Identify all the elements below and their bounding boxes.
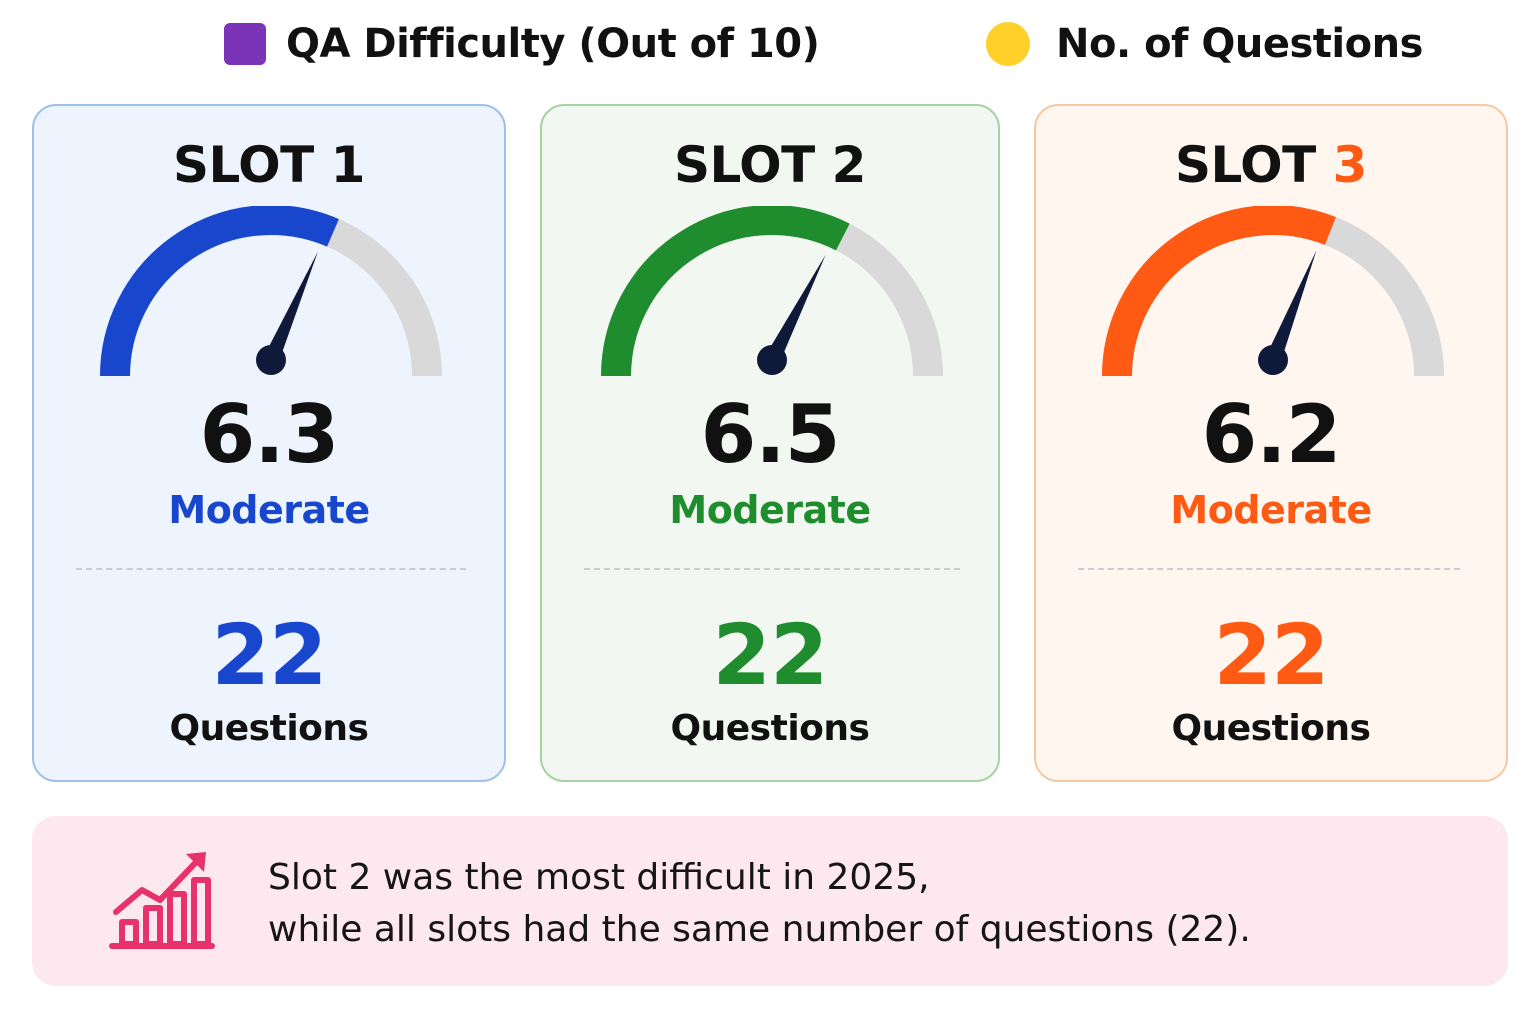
insight-line-1: Slot 2 was the most difficult in 2025, — [268, 857, 930, 898]
question-count: 22 — [712, 606, 829, 704]
divider — [584, 568, 960, 570]
difficulty-value: 6.5 — [700, 388, 841, 481]
legend-label-difficulty: QA Difficulty (Out of 10) — [286, 21, 820, 67]
difficulty-level: Moderate — [168, 488, 370, 532]
gauge-hub — [1258, 345, 1288, 375]
slot-title: SLOT 2 — [542, 136, 998, 194]
slot-card-1: SLOT 1 6.3 Moderate 22 Questions — [32, 104, 506, 782]
slot-label: SLOT — [674, 136, 815, 194]
slot-card-3: SLOT 3 6.2 Moderate 22 Questions — [1034, 104, 1508, 782]
difficulty-gauge — [601, 206, 943, 377]
question-count-label: Questions — [670, 708, 870, 749]
difficulty-value: 6.2 — [1201, 388, 1342, 481]
difficulty-gauge — [1102, 206, 1444, 377]
legend-swatch-difficulty — [224, 23, 266, 65]
insight-line-2: while all slots had the same number of q… — [268, 909, 1251, 950]
difficulty-value: 6.3 — [199, 388, 340, 481]
difficulty-level: Moderate — [1170, 488, 1372, 532]
slot-number: 1 — [330, 136, 366, 194]
difficulty-gauge — [100, 206, 442, 377]
insight-banner: Slot 2 was the most difficult in 2025, w… — [32, 816, 1508, 986]
slot-number: 3 — [1332, 136, 1368, 194]
legend-item-questions: No. of Questions — [986, 16, 1423, 72]
question-count: 22 — [211, 606, 328, 704]
slot-label: SLOT — [1175, 136, 1316, 194]
difficulty-level: Moderate — [669, 488, 871, 532]
gauge-needle — [263, 251, 318, 364]
gauge-fill — [100, 206, 339, 377]
bar-chart-trend-icon — [109, 852, 215, 949]
legend-item-difficulty: QA Difficulty (Out of 10) — [224, 16, 820, 72]
gauge-fill — [1102, 206, 1336, 377]
slot-label: SLOT — [173, 136, 314, 194]
question-count-label: Questions — [1171, 708, 1371, 749]
legend-label-questions: No. of Questions — [1056, 21, 1423, 67]
slot-title: SLOT 3 — [1036, 136, 1506, 194]
slot-card-2: SLOT 2 6.5 Moderate 22 Questions — [540, 104, 1000, 782]
gauge-hub — [757, 345, 787, 375]
divider — [76, 568, 466, 570]
question-count: 22 — [1213, 606, 1330, 704]
gauge-fill — [601, 206, 850, 377]
divider — [1078, 568, 1460, 570]
gauge-needle — [1265, 250, 1317, 363]
legend-swatch-questions — [986, 22, 1030, 66]
insight-text: Slot 2 was the most difficult in 2025, w… — [268, 852, 1251, 956]
slot-number: 2 — [831, 136, 867, 194]
question-count-label: Questions — [169, 708, 369, 749]
gauge-needle — [764, 254, 826, 364]
slot-title: SLOT 1 — [34, 136, 504, 194]
legend: QA Difficulty (Out of 10) No. of Questio… — [0, 16, 1536, 72]
gauge-hub — [256, 345, 286, 375]
